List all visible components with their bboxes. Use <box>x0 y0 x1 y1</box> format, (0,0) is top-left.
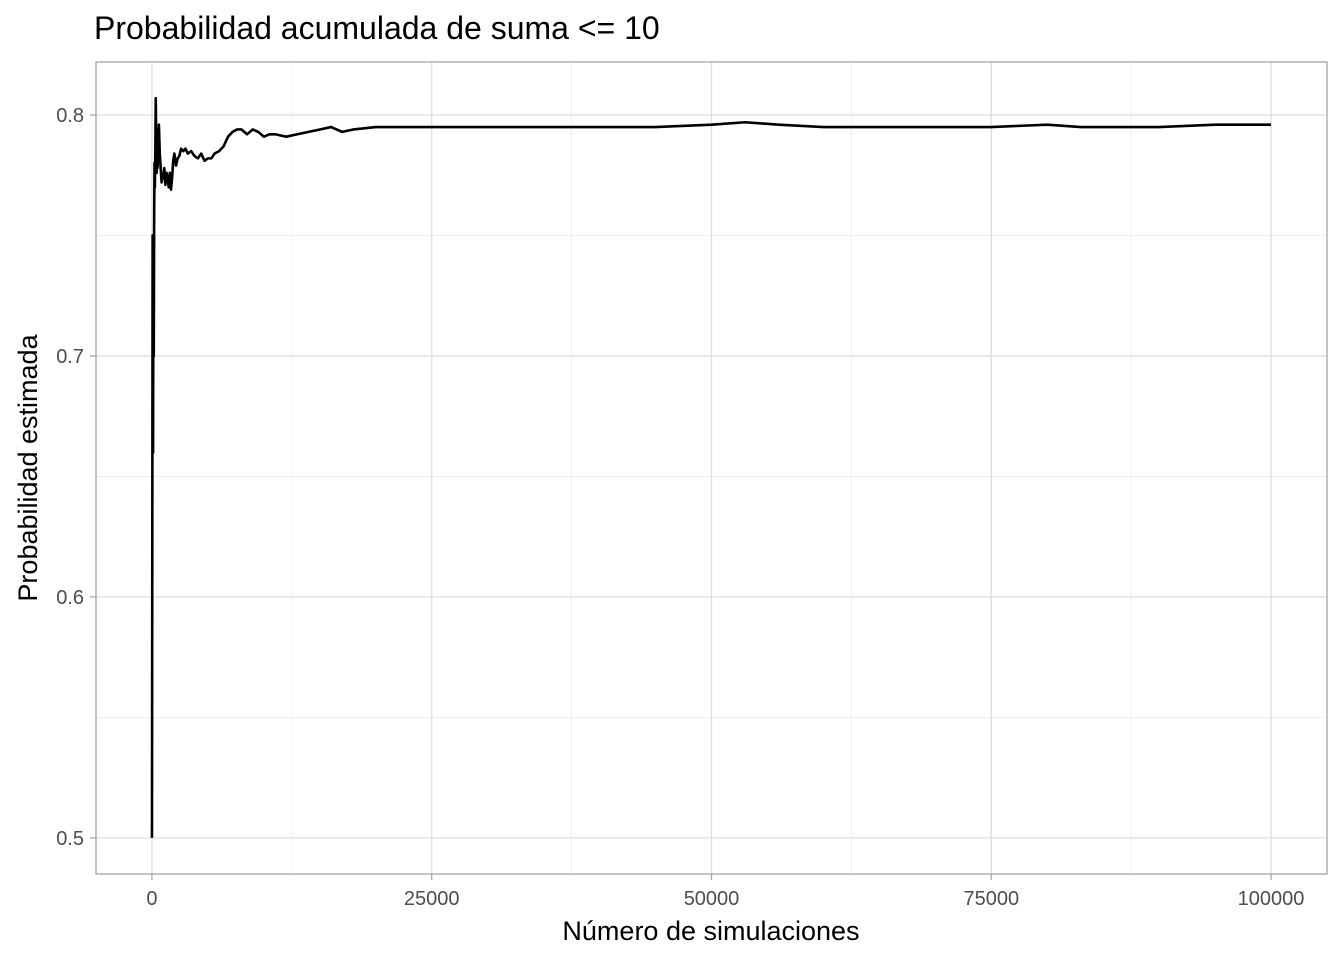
chart-title: Probabilidad acumulada de suma <= 10 <box>94 10 660 46</box>
series-layer <box>150 96 1272 838</box>
axis-tick-labels: 0 25000 50000 75000 100000 0.5 0.6 0.7 0.8 <box>56 105 1304 910</box>
x-tick-label: 0 <box>146 888 157 910</box>
y-tick-label: 0.8 <box>56 105 84 127</box>
x-tick-label: 75000 <box>963 888 1019 910</box>
x-tick-label: 25000 <box>404 888 460 910</box>
y-tick-label: 0.6 <box>56 587 84 609</box>
series-line <box>150 96 1272 838</box>
x-tick-label: 50000 <box>684 888 740 910</box>
x-tick-label: 100000 <box>1238 888 1305 910</box>
axis-ticks <box>90 114 1272 880</box>
y-tick-label: 0.7 <box>56 346 84 368</box>
y-tick-label: 0.5 <box>56 828 84 850</box>
y-axis-title: Probabilidad estimada <box>13 333 43 601</box>
x-axis-title: Número de simulaciones <box>562 916 859 946</box>
major-gridlines <box>96 62 1327 874</box>
